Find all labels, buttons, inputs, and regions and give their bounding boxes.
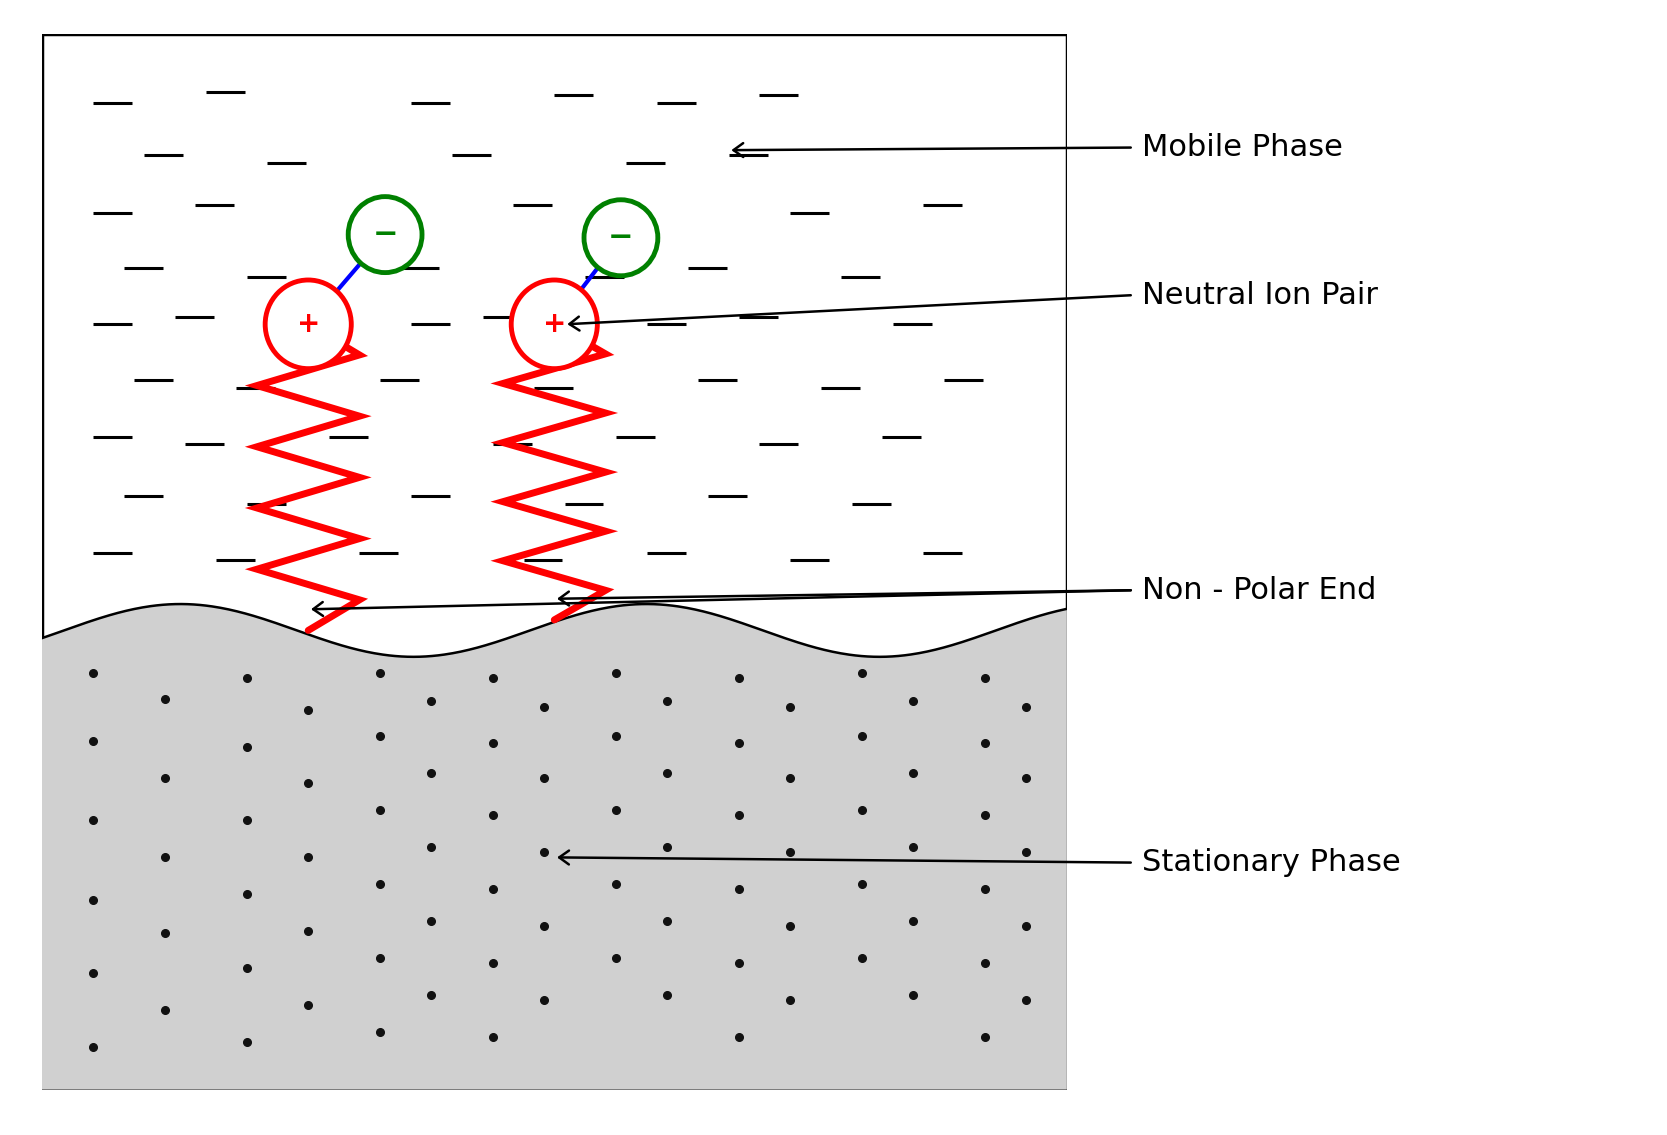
FancyBboxPatch shape [42, 34, 1067, 1090]
Text: Non - Polar End: Non - Polar End [1142, 575, 1377, 605]
Text: −: − [608, 224, 633, 252]
Text: +: + [542, 310, 567, 338]
Text: +: + [297, 310, 320, 338]
Polygon shape [42, 604, 1067, 1090]
Text: Stationary Phase: Stationary Phase [1142, 848, 1400, 877]
Circle shape [512, 280, 597, 369]
Text: −: − [372, 220, 398, 249]
Circle shape [583, 200, 658, 276]
Text: Mobile Phase: Mobile Phase [1142, 133, 1344, 162]
Text: Neutral Ion Pair: Neutral Ion Pair [1142, 280, 1379, 310]
Circle shape [348, 196, 422, 272]
Circle shape [265, 280, 352, 369]
